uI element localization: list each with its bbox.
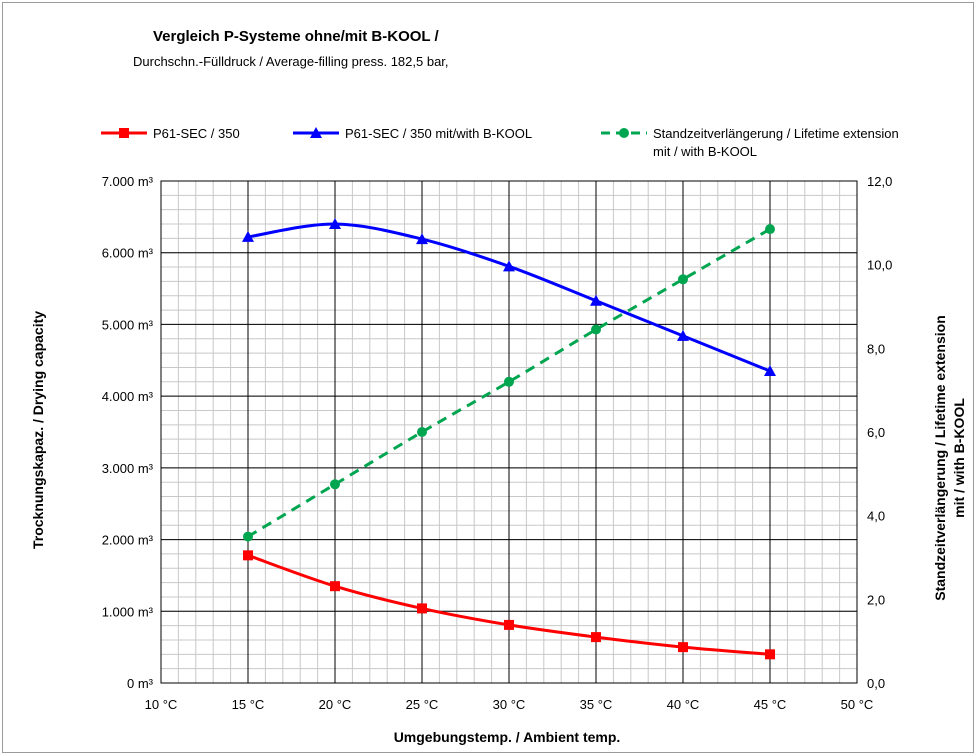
x-tick-label: 40 °C — [667, 697, 700, 712]
x-tick-label: 20 °C — [319, 697, 352, 712]
x-axis-label: Umgebungstemp. / Ambient temp. — [394, 729, 621, 745]
data-point — [764, 365, 776, 377]
data-point — [504, 619, 514, 630]
data-point — [330, 581, 340, 592]
x-tick-label: 15 °C — [232, 697, 265, 712]
y2-tick-label: 6,0 — [867, 425, 885, 440]
y-tick-label: 1.000 m³ — [102, 604, 154, 619]
series-blue — [242, 218, 776, 377]
x-tick-label: 35 °C — [580, 697, 613, 712]
y-tick-label: 2.000 m³ — [102, 533, 154, 548]
y-tick-label: 4.000 m³ — [102, 389, 154, 404]
data-point — [591, 324, 601, 335]
y-tick-label: 0 m³ — [127, 676, 154, 691]
y2-axis-label-line2: mit / with B-KOOL — [951, 398, 967, 518]
x-tick-label: 50 °C — [841, 697, 874, 712]
data-point — [590, 294, 602, 306]
y2-axis-label-line1: Standzeitverlängerung / Lifetime extensi… — [932, 315, 948, 601]
series-green — [243, 224, 775, 542]
data-point — [765, 224, 775, 235]
y-axis-label: Trocknungskapaz. / Drying capacity — [30, 311, 46, 549]
data-point — [329, 218, 341, 230]
y-tick-label: 3.000 m³ — [102, 461, 154, 476]
x-tick-label: 30 °C — [493, 697, 526, 712]
y2-tick-label: 10,0 — [867, 258, 892, 273]
legend-label: mit / with B-KOOL — [653, 144, 757, 159]
y-tick-label: 7.000 m³ — [102, 174, 154, 189]
chart-svg: Vergleich P-Systeme ohne/mit B-KOOL / Du… — [30, 28, 967, 745]
data-point — [591, 632, 601, 643]
data-point — [765, 649, 775, 660]
legend-swatch-marker — [119, 128, 129, 138]
y2-tick-label: 0,0 — [867, 676, 885, 691]
data-point — [504, 376, 514, 387]
y2-tick-label: 8,0 — [867, 341, 885, 356]
data-point — [243, 531, 253, 542]
legend-entry: P61-SEC / 350 mit/with B-KOOL — [293, 126, 532, 141]
data-point — [416, 233, 428, 245]
data-point — [330, 479, 340, 490]
legend-label: P61-SEC / 350 — [153, 126, 240, 141]
chart-title: Vergleich P-Systeme ohne/mit B-KOOL / — [153, 28, 439, 45]
legend-label: Standzeitverlängerung / Lifetime extensi… — [653, 126, 899, 141]
legend-swatch-marker — [619, 128, 629, 138]
plot-area-border — [160, 180, 858, 684]
data-point — [242, 230, 254, 242]
series-layer — [242, 218, 776, 660]
series-red — [243, 550, 775, 660]
axis-ticks: 10 °C 15 °C 20 °C 25 °C 30 °C 35 °C 40 °C 45 °C… — [102, 174, 893, 712]
plot-grid — [160, 180, 858, 684]
chart-subtitle: Durchschn.-Fülldruck / Average-filling p… — [133, 54, 449, 69]
x-tick-label: 45 °C — [754, 697, 787, 712]
data-point — [677, 329, 689, 341]
legend-swatch-marker — [310, 127, 322, 138]
data-point — [417, 603, 427, 614]
data-point — [678, 274, 688, 285]
legend-entry: P61-SEC / 350 — [101, 126, 240, 141]
x-tick-label: 10 °C — [145, 697, 178, 712]
x-tick-label: 25 °C — [406, 697, 439, 712]
y-tick-label: 6.000 m³ — [102, 246, 154, 261]
data-point — [417, 427, 427, 437]
data-point — [678, 642, 688, 653]
y-tick-label: 5.000 m³ — [102, 317, 154, 332]
legend-entry: Standzeitverlängerung / Lifetime extensi… — [601, 126, 899, 159]
legend: P61-SEC / 350 P61-SEC / 350 mit/with B-KO… — [101, 126, 899, 159]
y2-tick-label: 4,0 — [867, 509, 885, 524]
legend-label: P61-SEC / 350 mit/with B-KOOL — [345, 126, 532, 141]
data-point — [243, 550, 253, 561]
y2-tick-label: 2,0 — [867, 592, 885, 607]
data-point — [503, 260, 515, 272]
y2-tick-label: 12,0 — [867, 174, 892, 189]
